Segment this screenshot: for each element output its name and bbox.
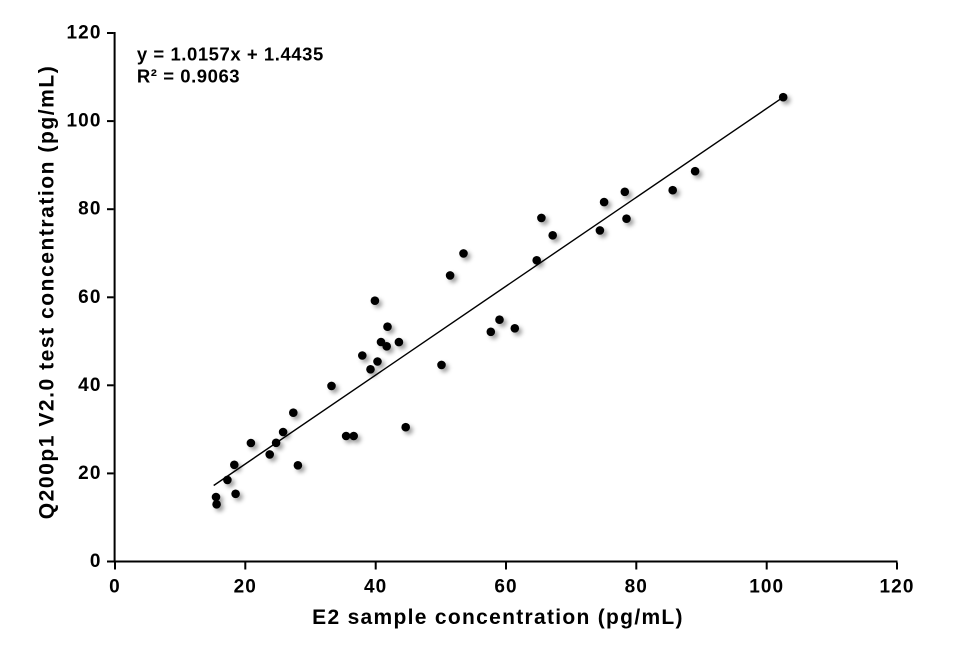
svg-text:60: 60 xyxy=(78,287,101,308)
svg-text:40: 40 xyxy=(364,577,387,598)
svg-text:Q200p1 V2.0 test concentration: Q200p1 V2.0 test concentration (pg/mL) xyxy=(36,65,59,520)
svg-text:E2 sample concentration (pg/mL: E2 sample concentration (pg/mL) xyxy=(312,606,684,629)
svg-text:0: 0 xyxy=(90,551,102,572)
svg-text:100: 100 xyxy=(66,111,101,132)
svg-text:100: 100 xyxy=(749,577,784,598)
svg-text:20: 20 xyxy=(234,577,257,598)
svg-text:y = 1.0157x + 1.4435: y = 1.0157x + 1.4435 xyxy=(137,43,324,64)
svg-text:80: 80 xyxy=(625,577,648,598)
svg-text:60: 60 xyxy=(494,577,517,598)
svg-text:20: 20 xyxy=(78,463,101,484)
svg-text:80: 80 xyxy=(78,199,101,220)
svg-text:R² = 0.9063: R² = 0.9063 xyxy=(137,65,240,86)
svg-text:40: 40 xyxy=(78,375,101,396)
svg-text:120: 120 xyxy=(879,577,914,598)
svg-text:0: 0 xyxy=(109,577,121,598)
svg-text:120: 120 xyxy=(66,23,101,44)
